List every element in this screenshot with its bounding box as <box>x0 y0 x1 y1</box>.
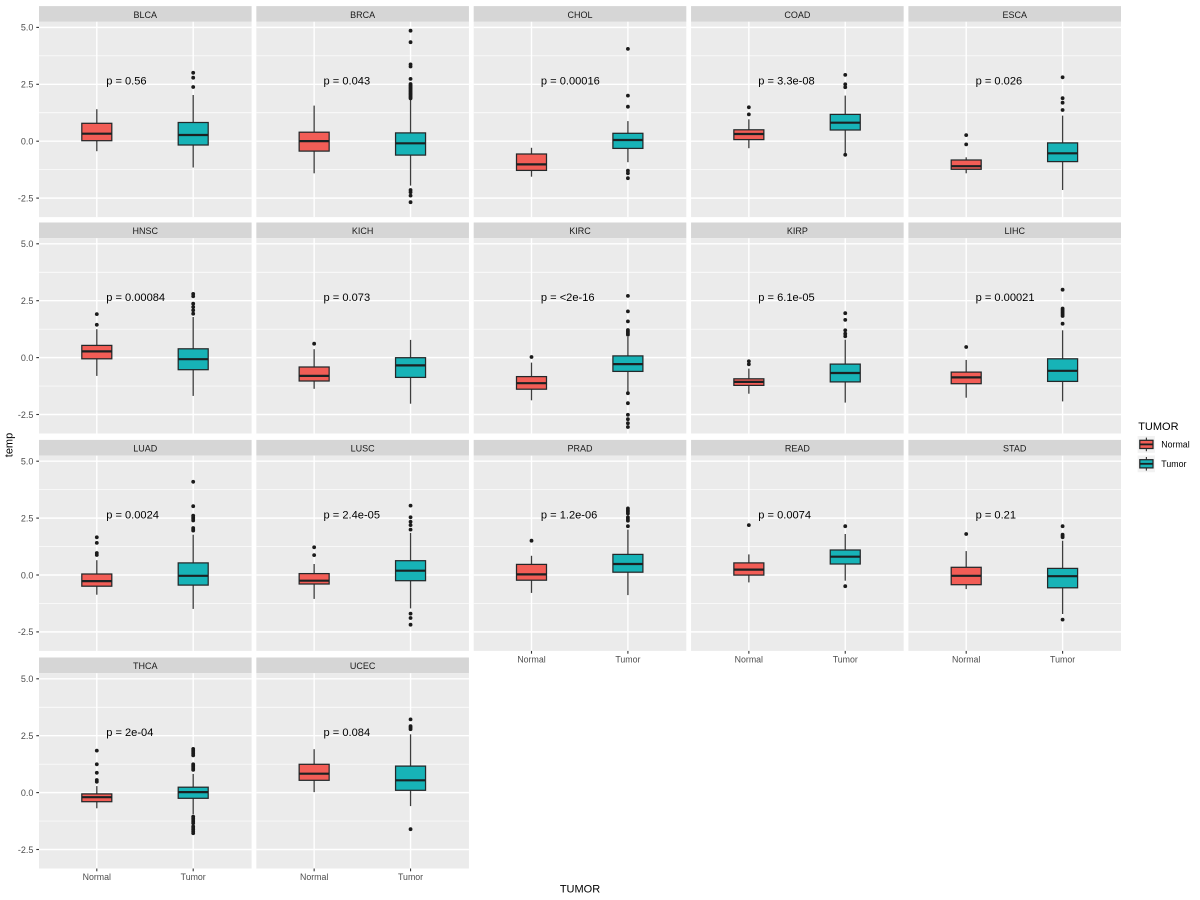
svg-text:Normal: Normal <box>83 872 111 882</box>
svg-text:READ: READ <box>785 444 811 454</box>
svg-text:p = 2e-04: p = 2e-04 <box>106 727 153 739</box>
svg-text:0.0: 0.0 <box>21 570 34 580</box>
svg-text:LIHC: LIHC <box>1004 226 1025 236</box>
svg-text:HNSC: HNSC <box>133 226 159 236</box>
svg-text:STAD: STAD <box>1003 444 1027 454</box>
svg-text:COAD: COAD <box>784 10 811 20</box>
svg-text:p = 0.00021: p = 0.00021 <box>976 292 1035 304</box>
svg-text:Tumor: Tumor <box>1050 654 1075 664</box>
svg-text:Tumor: Tumor <box>833 654 858 664</box>
svg-text:p = 0.56: p = 0.56 <box>106 76 146 88</box>
svg-text:Tumor: Tumor <box>615 654 640 664</box>
svg-text:BLCA: BLCA <box>134 10 158 20</box>
svg-text:-2.5: -2.5 <box>18 410 34 420</box>
svg-text:0.0: 0.0 <box>21 353 34 363</box>
svg-text:p = 0.00084: p = 0.00084 <box>106 292 165 304</box>
svg-text:KIRP: KIRP <box>787 226 808 236</box>
svg-text:2.5: 2.5 <box>21 513 34 523</box>
svg-text:Tumor: Tumor <box>1161 459 1186 469</box>
svg-text:Normal: Normal <box>300 872 328 882</box>
svg-text:0.0: 0.0 <box>21 137 34 147</box>
svg-text:Tumor: Tumor <box>181 872 206 882</box>
svg-text:2.5: 2.5 <box>21 80 34 90</box>
svg-text:p = 0.0024: p = 0.0024 <box>106 509 159 521</box>
svg-text:p = 3.3e-08: p = 3.3e-08 <box>758 76 814 88</box>
svg-text:5.0: 5.0 <box>21 239 34 249</box>
svg-text:2.5: 2.5 <box>21 731 34 741</box>
svg-text:KIRC: KIRC <box>569 226 591 236</box>
svg-text:p = 0.043: p = 0.043 <box>324 76 371 88</box>
svg-text:Normal: Normal <box>517 654 545 664</box>
svg-text:5.0: 5.0 <box>21 674 34 684</box>
svg-text:LUSC: LUSC <box>351 444 376 454</box>
svg-text:LUAD: LUAD <box>133 444 158 454</box>
svg-text:BRCA: BRCA <box>350 10 375 20</box>
svg-text:p = 2.4e-05: p = 2.4e-05 <box>324 509 380 521</box>
svg-text:Normal: Normal <box>952 654 980 664</box>
svg-text:p = 0.084: p = 0.084 <box>324 727 371 739</box>
svg-text:PRAD: PRAD <box>567 444 593 454</box>
svg-text:p = 0.073: p = 0.073 <box>324 292 371 304</box>
svg-text:CHOL: CHOL <box>567 10 592 20</box>
svg-text:ESCA: ESCA <box>1002 10 1027 20</box>
svg-text:-2.5: -2.5 <box>18 627 34 637</box>
svg-text:THCA: THCA <box>133 661 158 671</box>
svg-text:KICH: KICH <box>352 226 374 236</box>
svg-text:UCEC: UCEC <box>350 661 376 671</box>
svg-text:p = 0.00016: p = 0.00016 <box>541 76 600 88</box>
svg-text:TUMOR: TUMOR <box>1138 421 1178 433</box>
svg-text:5.0: 5.0 <box>21 457 34 467</box>
svg-text:2.5: 2.5 <box>21 296 34 306</box>
svg-text:-2.5: -2.5 <box>18 193 34 203</box>
svg-text:Normal: Normal <box>1161 440 1189 450</box>
svg-text:Normal: Normal <box>735 654 763 664</box>
svg-text:-2.5: -2.5 <box>18 845 34 855</box>
svg-text:TUMOR: TUMOR <box>560 883 600 895</box>
svg-text:5.0: 5.0 <box>21 23 34 33</box>
svg-text:0.0: 0.0 <box>21 788 34 798</box>
svg-text:p = 0.026: p = 0.026 <box>976 76 1023 88</box>
svg-text:p = 6.1e-05: p = 6.1e-05 <box>758 292 814 304</box>
svg-text:p = <2e-16: p = <2e-16 <box>541 292 595 304</box>
svg-text:p = 0.0074: p = 0.0074 <box>758 509 811 521</box>
svg-text:temp: temp <box>3 433 15 457</box>
svg-text:p = 0.21: p = 0.21 <box>976 509 1016 521</box>
svg-text:p = 1.2e-06: p = 1.2e-06 <box>541 509 597 521</box>
svg-text:Tumor: Tumor <box>398 872 423 882</box>
